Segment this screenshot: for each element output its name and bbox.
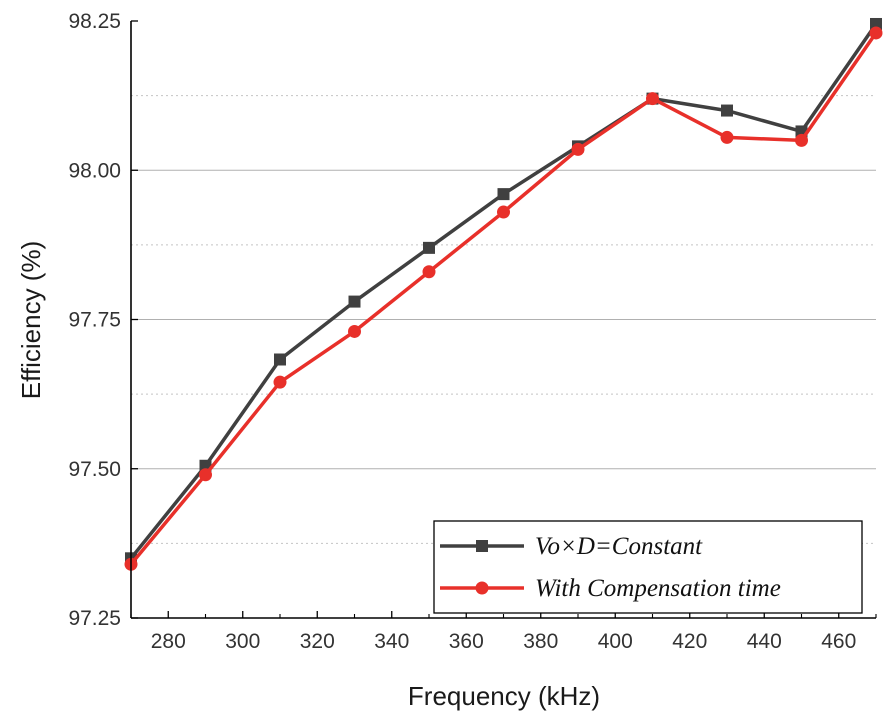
legend-label: Vo×D=Constant	[535, 533, 703, 560]
x-tick-label: 400	[598, 630, 633, 653]
grid-lines	[131, 95, 876, 544]
data-point-circle	[869, 26, 883, 40]
data-point-circle	[571, 142, 585, 156]
data-point-square	[423, 241, 435, 254]
legend-marker-circle	[475, 581, 489, 595]
data-point-circle	[348, 324, 361, 338]
series-line-1	[129, 23, 878, 560]
axes	[130, 20, 877, 619]
x-axis-title: Frequency (kHz)	[408, 681, 600, 711]
x-tick-label: 360	[449, 630, 484, 653]
y-tick-label: 97.75	[68, 309, 121, 332]
data-point-square	[721, 104, 733, 117]
y-tick-label: 97.25	[68, 607, 121, 630]
y-tick-label: 98.25	[68, 10, 121, 33]
data-point-circle	[422, 265, 436, 279]
legend-box	[433, 520, 863, 614]
x-tick-label: 320	[300, 630, 335, 653]
x-tick-label: 280	[151, 630, 186, 653]
legend: Vo×D=Constant With Compensation time	[433, 520, 863, 614]
data-point-square	[274, 353, 286, 366]
data-point-square	[870, 17, 882, 30]
series-line-2	[129, 31, 878, 566]
x-tick-label: 420	[672, 630, 707, 653]
data-point-circle	[497, 205, 510, 219]
x-tick-label: 460	[821, 630, 856, 653]
x-tick-label: 440	[747, 630, 782, 653]
data-series	[124, 17, 883, 571]
data-point-circle	[720, 130, 734, 144]
y-axis-title: Efficiency (%)	[16, 241, 46, 399]
legend-marker-square	[476, 540, 488, 552]
y-tick-label: 97.50	[68, 458, 121, 481]
legend-label: With Compensation time	[535, 575, 781, 602]
data-point-square	[497, 188, 510, 201]
data-point-circle	[273, 375, 287, 389]
x-tick-label: 380	[523, 630, 558, 653]
tick-labels: 97.25 97.50 97.75 98.00 98.25 280 300 320 340 360…	[68, 10, 856, 653]
data-point-circle	[795, 133, 808, 147]
x-tick-label: 300	[225, 630, 260, 653]
data-point-square	[348, 295, 361, 308]
x-tick-label: 340	[374, 630, 409, 653]
y-tick-label: 98.00	[68, 159, 121, 182]
data-point-circle	[199, 468, 212, 482]
data-point-circle	[646, 92, 659, 106]
